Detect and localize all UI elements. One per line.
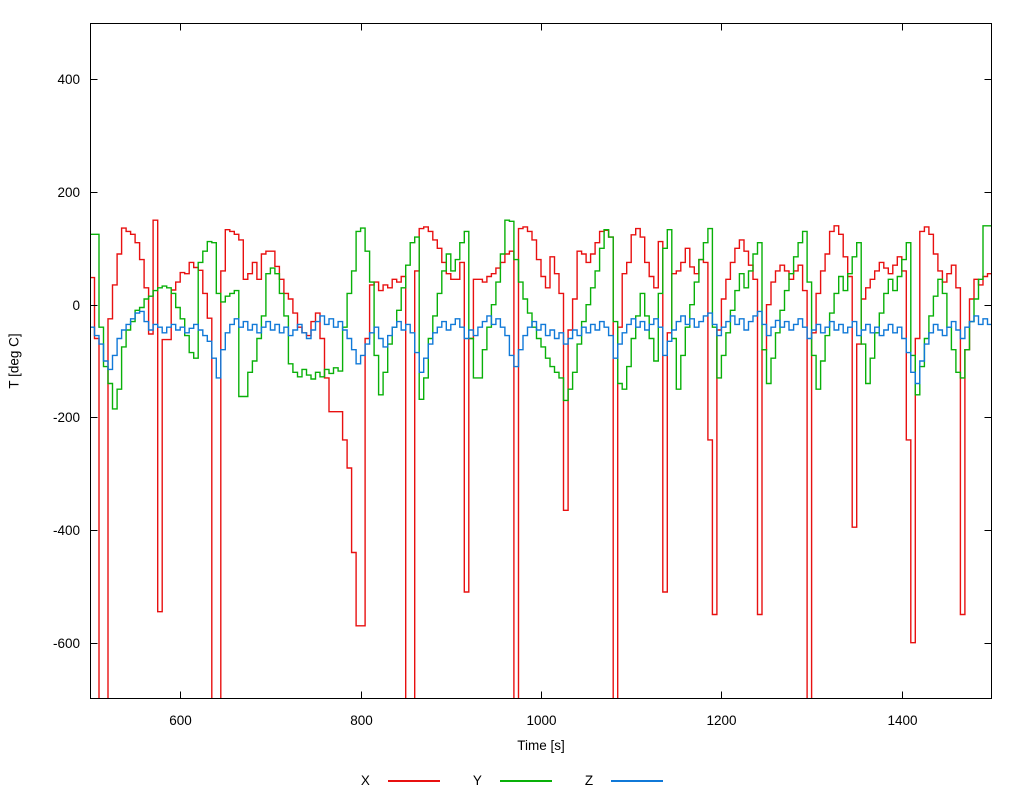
series-line-z: [90, 310, 992, 385]
series-line-y: [90, 219, 992, 410]
legend-label-x: X: [360, 773, 370, 788]
y-tick-label-200: 200: [57, 185, 80, 200]
x-tick-label-1400: 1400: [887, 713, 917, 728]
legend: X Y Z: [0, 773, 1024, 788]
legend-label-y: Y: [472, 773, 482, 788]
legend-item-y: Y: [473, 773, 552, 788]
series-group: [90, 219, 992, 699]
y-tick-label--200: -200: [53, 410, 80, 425]
x-tick-label-800: 800: [350, 713, 373, 728]
legend-line-sample-x: [387, 779, 440, 782]
y-tick-label--600: -600: [53, 636, 80, 651]
y-tick-label-400: 400: [57, 72, 80, 87]
x-tick-label-1200: 1200: [706, 713, 736, 728]
y-axis-label: T [deg C]: [6, 333, 22, 389]
x-tick-label-600: 600: [169, 713, 192, 728]
x-axis-label: Time [s]: [517, 738, 565, 753]
legend-label-z: Z: [584, 773, 594, 788]
y-tick-label--400: -400: [53, 523, 80, 538]
legend-line-sample-y: [499, 779, 552, 782]
y-tick-label-0: 0: [72, 298, 80, 313]
x-tick-label-1000: 1000: [526, 713, 556, 728]
legend-item-z: Z: [584, 773, 664, 788]
legend-item-x: X: [361, 773, 440, 788]
legend-line-sample-z: [611, 779, 664, 782]
series-line-x: [90, 219, 992, 699]
